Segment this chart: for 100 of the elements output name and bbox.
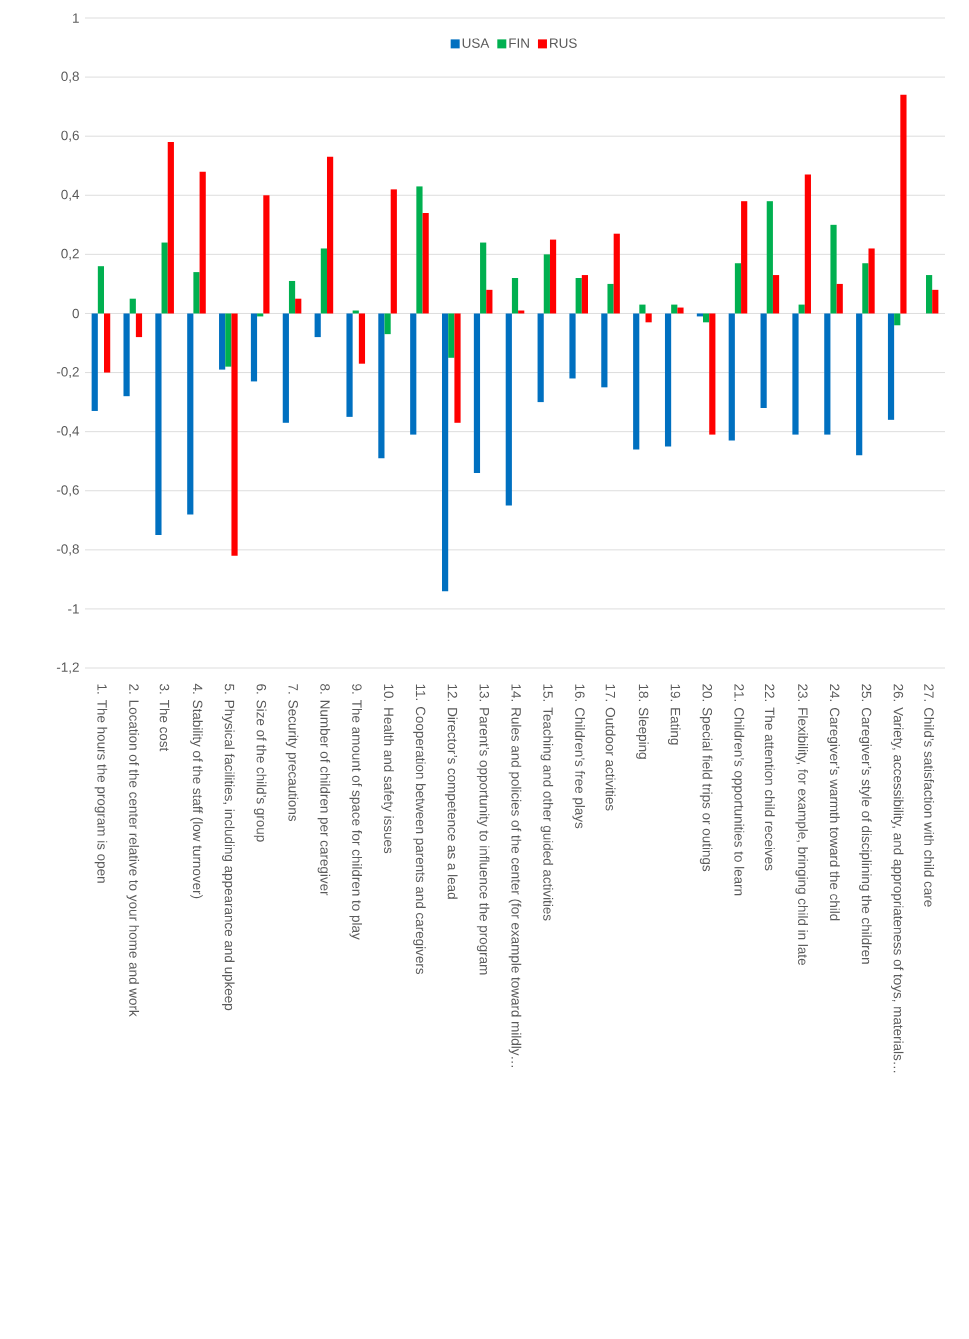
x-tick-label: 5. Physical facilities, including appearance and upkeep (222, 684, 235, 1011)
bar (282, 313, 289, 423)
bar (677, 307, 684, 314)
y-tick-label: -0,6 (56, 485, 79, 497)
x-tick-label: 4. Stability of the staff (low turnover) (190, 683, 203, 899)
bar (862, 263, 869, 314)
bar (900, 94, 907, 314)
bar (231, 313, 238, 556)
y-tick-label: -1,2 (56, 662, 79, 674)
bar (760, 313, 767, 409)
x-tick-label: 26. Variety, accessibility, and appropriateness of toys, materials… (890, 684, 904, 1073)
x-tick-label: 3. The cost (159, 684, 170, 752)
x-tick-label: 6. Size of the child’s group (253, 684, 267, 842)
bar (836, 283, 843, 314)
bar (887, 313, 895, 420)
bar (410, 313, 417, 435)
legend-label: RUS (550, 38, 577, 48)
y-tick-label: 0,2 (61, 248, 79, 260)
bar (894, 313, 901, 326)
bar (543, 254, 550, 314)
bar (728, 313, 735, 441)
bar (575, 278, 582, 314)
bar (135, 313, 143, 338)
x-tick-label: 22. The attention child receives (764, 684, 775, 871)
bar (346, 313, 353, 417)
bar (766, 201, 773, 314)
bar (358, 313, 366, 364)
bar (639, 304, 646, 314)
x-tick-label: 18. Sleeping (636, 684, 649, 759)
bar (824, 313, 831, 435)
bar (613, 233, 620, 314)
bar (633, 313, 640, 450)
x-tick-label: 12. Director’s competence as a lead (445, 684, 458, 899)
bar (709, 313, 716, 435)
y-tick-label: 0,6 (61, 130, 79, 142)
x-tick-label: 19. Eating (667, 684, 681, 745)
bar (97, 266, 105, 314)
bar (155, 313, 162, 536)
bar (868, 248, 875, 314)
legend-label: FIN (509, 38, 529, 48)
bar (830, 224, 837, 314)
bar (454, 313, 461, 423)
y-tick-label: 0 (72, 308, 79, 319)
x-tick-label: 16. Children’s free plays (572, 684, 585, 829)
y-tick-label: -0,4 (56, 426, 80, 438)
x-tick-label: 13. Parent’s opportunity to influence the program (476, 684, 490, 975)
bar (257, 313, 264, 317)
bar (511, 278, 519, 314)
x-tick-label: 17. Outdoor activities (605, 684, 616, 811)
bar (601, 313, 608, 388)
bar (537, 313, 544, 403)
bar (581, 275, 589, 314)
x-tick-label: 21. Children’s opportunities to learn (731, 684, 745, 896)
bar (187, 313, 194, 515)
x-tick-label: 11. Cooperation between parents and caregivers (413, 684, 426, 975)
bar (448, 313, 455, 358)
bar (804, 174, 811, 314)
x-tick-label: 25. Caregiver’s style of disciplining the children (859, 684, 872, 964)
bar (314, 313, 321, 338)
bar (295, 298, 302, 314)
bar (473, 313, 481, 474)
bar (263, 195, 270, 314)
x-tick-label: 8. Number of children per caregiver (317, 684, 331, 896)
bar (199, 171, 206, 314)
bar (123, 313, 130, 397)
bar (104, 313, 111, 373)
bar (91, 313, 98, 411)
bar (225, 313, 232, 367)
x-tick-label: 9. The amount of space for children to play (349, 684, 363, 940)
bar (193, 272, 200, 314)
x-tick-label: 20. Special field trips or outings (699, 684, 713, 872)
bar (390, 189, 397, 314)
bar (856, 313, 863, 456)
bar (326, 156, 334, 314)
y-tick-label: 0,8 (61, 71, 79, 83)
bar (741, 201, 748, 314)
bar (422, 213, 429, 314)
bar (549, 239, 557, 314)
bar (645, 313, 652, 323)
bar (442, 313, 449, 592)
x-tick-label: 23. Flexibility, for example, bringing child in late (795, 684, 808, 965)
bar (129, 298, 136, 314)
bar (320, 248, 327, 314)
bar (932, 289, 939, 314)
y-tick-label: 0,4 (61, 189, 80, 201)
x-tick-label: 7. Security precautions (285, 684, 299, 822)
x-tick-label: 15. Teaching and other guided activities (540, 684, 554, 921)
bar (664, 313, 672, 447)
bar (480, 242, 487, 314)
bar (569, 313, 576, 379)
y-tick-label: -1 (68, 604, 79, 614)
bar (288, 280, 296, 314)
y-tick-label: -0,8 (56, 544, 79, 556)
bar (378, 313, 385, 459)
bar (925, 275, 933, 314)
bar (250, 313, 258, 382)
bar (167, 142, 174, 314)
bar (703, 313, 710, 323)
bar (696, 313, 704, 317)
bar (219, 313, 226, 370)
